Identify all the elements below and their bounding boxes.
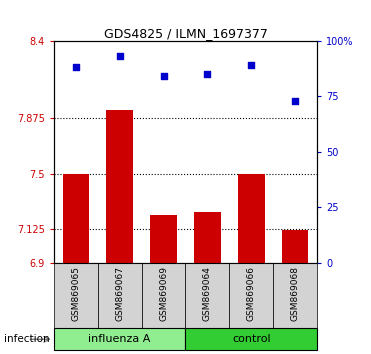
Text: infection: infection bbox=[4, 334, 50, 344]
Bar bbox=[229, 263, 273, 328]
Text: control: control bbox=[232, 334, 271, 344]
Point bbox=[116, 53, 122, 59]
Bar bbox=[98, 263, 142, 328]
Bar bbox=[273, 263, 317, 328]
Point bbox=[292, 98, 298, 103]
Bar bbox=[54, 263, 98, 328]
Bar bbox=[194, 212, 221, 263]
Text: GSM869066: GSM869066 bbox=[247, 266, 256, 321]
Bar bbox=[238, 174, 265, 263]
Point bbox=[204, 71, 210, 77]
Bar bbox=[150, 215, 177, 263]
Text: GSM869065: GSM869065 bbox=[71, 266, 80, 321]
Bar bbox=[54, 328, 185, 350]
Text: GSM869064: GSM869064 bbox=[203, 266, 212, 321]
Text: GSM869068: GSM869068 bbox=[291, 266, 300, 321]
Text: influenza A: influenza A bbox=[88, 334, 151, 344]
Point bbox=[249, 62, 255, 68]
Bar bbox=[106, 110, 133, 263]
Bar bbox=[63, 174, 89, 263]
Text: GSM869069: GSM869069 bbox=[159, 266, 168, 321]
Text: GSM869067: GSM869067 bbox=[115, 266, 124, 321]
Title: GDS4825 / ILMN_1697377: GDS4825 / ILMN_1697377 bbox=[104, 27, 267, 40]
Bar bbox=[186, 328, 317, 350]
Bar bbox=[282, 230, 308, 263]
Bar bbox=[186, 263, 229, 328]
Bar bbox=[142, 263, 186, 328]
Point bbox=[73, 64, 79, 70]
Point bbox=[161, 73, 167, 79]
